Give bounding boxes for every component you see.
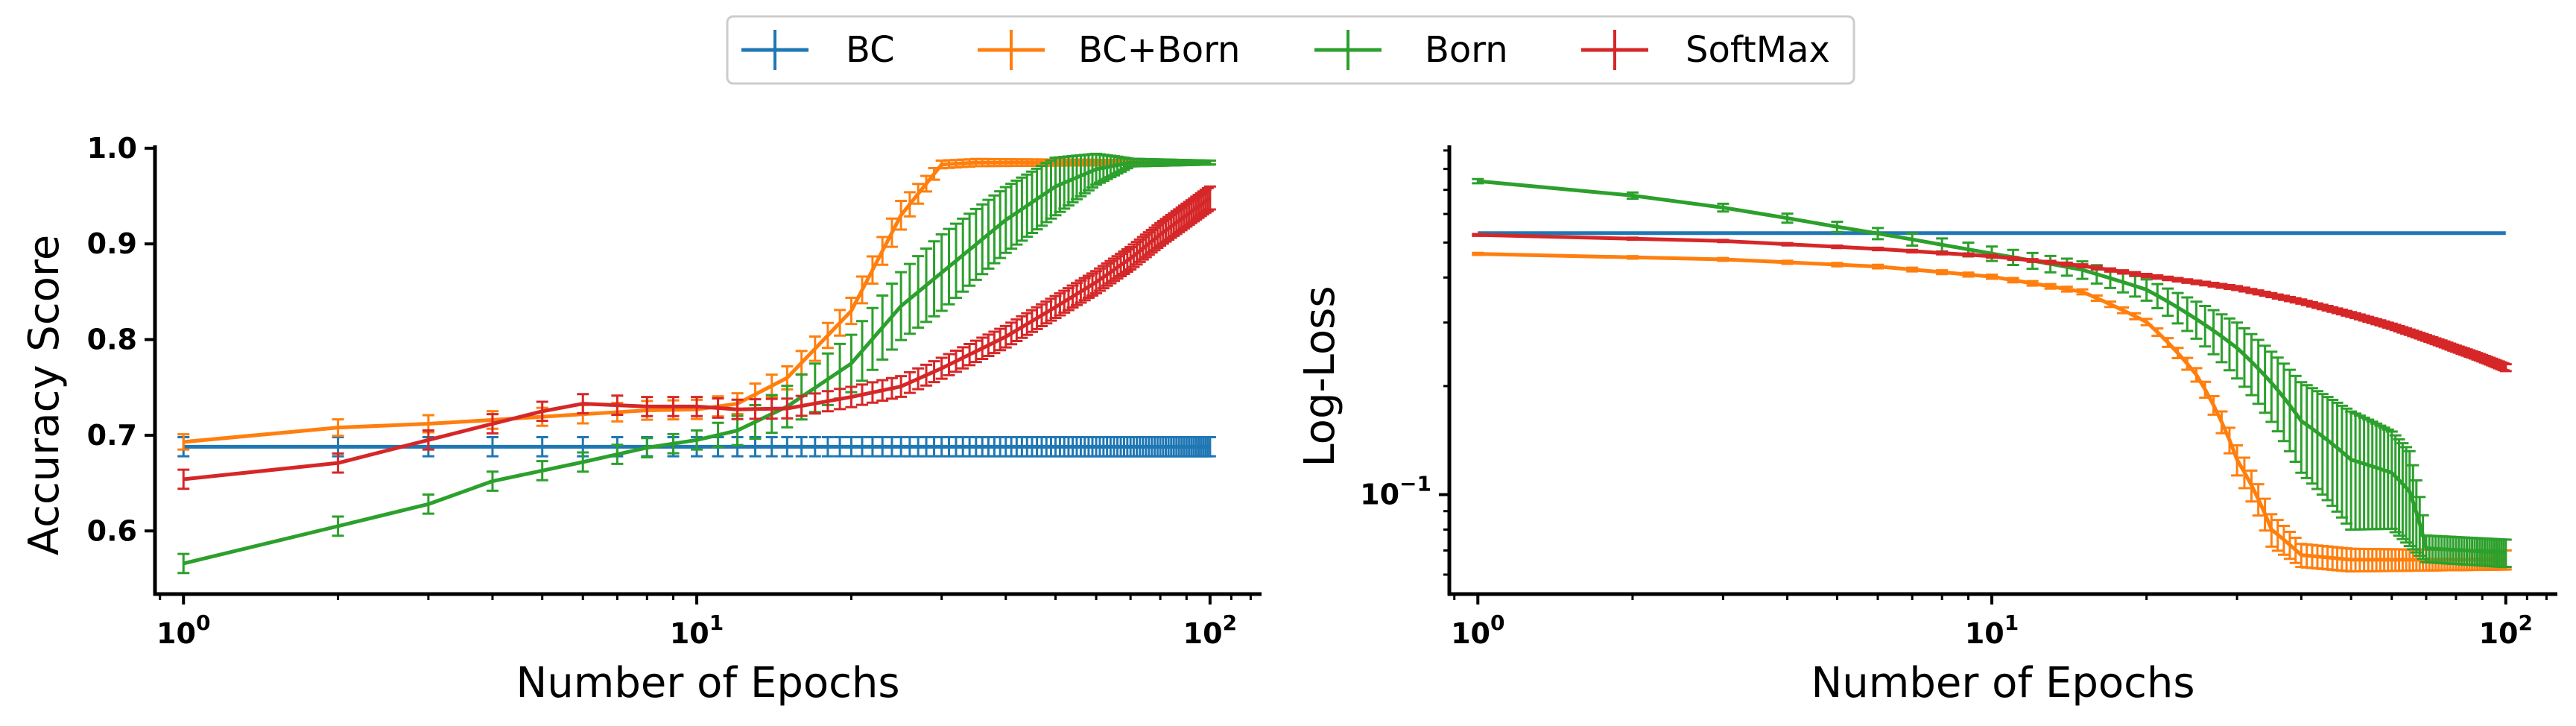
legend-label-born: Born xyxy=(1425,29,1508,71)
right-ylabel: Log-Loss xyxy=(1296,285,1344,467)
series-bc xyxy=(177,435,1216,458)
y-tick-label: 0.9 xyxy=(87,227,137,260)
x-tick-label: 100 xyxy=(156,610,210,650)
legend: BC BC+Born Born SoftMax xyxy=(726,15,1855,85)
legend-box xyxy=(726,15,1855,85)
y-tick-label: 0.6 xyxy=(87,514,137,547)
series-born xyxy=(177,152,1216,575)
x-tick-label: 101 xyxy=(1965,610,2019,650)
legend-label-softmax: SoftMax xyxy=(1686,29,1830,71)
x-tick-label: 100 xyxy=(1451,610,1504,650)
line-born xyxy=(1478,179,2506,555)
accuracy-panel: 100 101 102 0.6 0.7 0.8 0.9 1.0 xyxy=(87,132,1262,650)
legend-item-bc: BC xyxy=(741,29,895,71)
x-tick-label: 102 xyxy=(2479,610,2533,650)
legend-item-bc-born: BC+Born xyxy=(978,29,1240,71)
left-xlabel: Number of Epochs xyxy=(516,659,899,707)
left-ylabel: Accuracy Score xyxy=(20,235,69,555)
line-softmax xyxy=(183,196,1212,482)
line-bc-born xyxy=(1478,252,2506,562)
series-softmax xyxy=(1472,233,2512,373)
series-born xyxy=(1472,177,2512,569)
y-tick-label: 0.8 xyxy=(87,323,137,356)
line-softmax xyxy=(1478,233,2507,370)
y-tick-label: 10−1 xyxy=(1360,472,1431,511)
legend-label-bc-born: BC+Born xyxy=(1078,29,1240,71)
logloss-panel: 100 101 102 10−1 xyxy=(1360,145,2557,650)
legend-label-bc: BC xyxy=(846,29,895,71)
x-tick-label: 102 xyxy=(1183,610,1237,650)
legend-item-softmax: SoftMax xyxy=(1581,29,1830,71)
legend-item-born: Born xyxy=(1314,29,1508,71)
series-softmax xyxy=(177,185,1216,490)
line-born xyxy=(183,160,1210,566)
right-xlabel: Number of Epochs xyxy=(1811,659,2194,707)
y-tick-label: 1.0 xyxy=(87,132,137,165)
x-tick-label: 101 xyxy=(670,610,724,650)
y-tick-label: 0.7 xyxy=(87,419,137,452)
